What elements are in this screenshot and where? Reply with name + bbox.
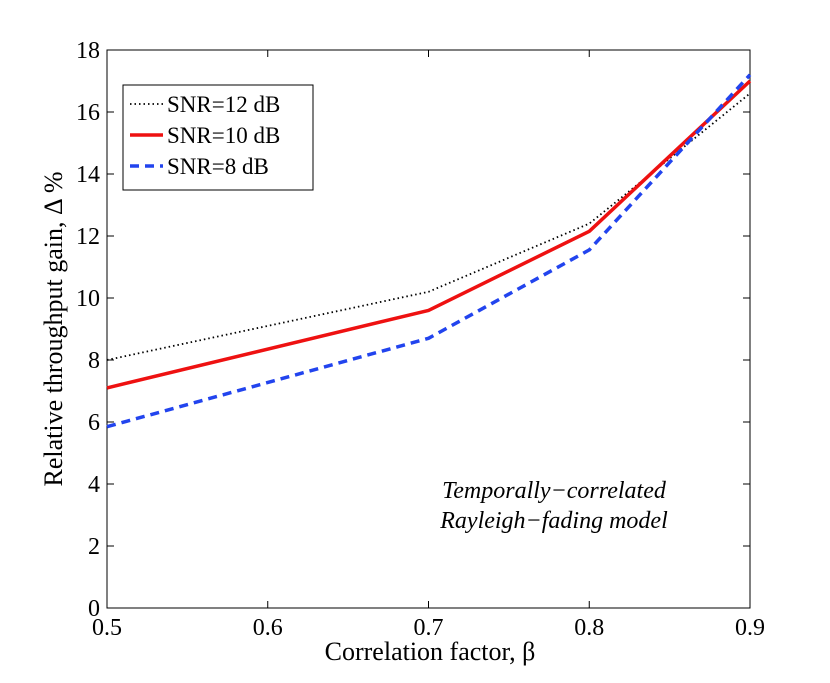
series-line-snr-10-db — [106, 79, 752, 390]
legend: SNR=12 dB SNR=10 dB SNR=8 dB — [122, 84, 314, 191]
legend-label: SNR=8 dB — [167, 154, 269, 179]
y-tick-label: 18 — [76, 38, 100, 64]
x-tick-label: 0.6 — [253, 615, 283, 641]
y-tick-label: 6 — [88, 410, 100, 436]
x-axis-title: Correlation factor, β — [325, 637, 536, 666]
legend-label: SNR=12 dB — [167, 92, 280, 117]
series-line-snr-8-db — [106, 73, 752, 429]
legend-label: SNR=10 dB — [167, 123, 280, 148]
x-tick-label: 0.9 — [735, 615, 765, 641]
y-tick-label: 10 — [76, 286, 100, 312]
x-tick-label: 0.5 — [92, 615, 122, 641]
x-tick-label: 0.7 — [414, 615, 444, 641]
y-tick-label: 12 — [76, 224, 100, 250]
y-tick-label: 0 — [88, 596, 100, 622]
y-tick-label: 8 — [88, 348, 100, 374]
annotation-line-2: Rayleigh−fading model — [439, 508, 668, 534]
y-tick-label: 4 — [88, 472, 100, 498]
annotation-line-1: Temporally−correlated — [442, 478, 667, 504]
ticks: 0.5 0.6 0.7 0.8 0.9 0 2 4 6 8 10 12 14 16 18 — [76, 38, 765, 641]
y-tick-label: 2 — [88, 534, 100, 560]
y-tick-label: 16 — [76, 100, 100, 126]
y-axis-title: Relative throughput gain, Δ % — [39, 172, 68, 487]
annotation: Temporally−correlated Rayleigh−fading mo… — [439, 478, 668, 534]
series-lines — [106, 73, 752, 429]
legend-box — [122, 84, 314, 191]
x-tick-label: 0.8 — [574, 615, 604, 641]
y-tick-label: 14 — [76, 162, 100, 188]
